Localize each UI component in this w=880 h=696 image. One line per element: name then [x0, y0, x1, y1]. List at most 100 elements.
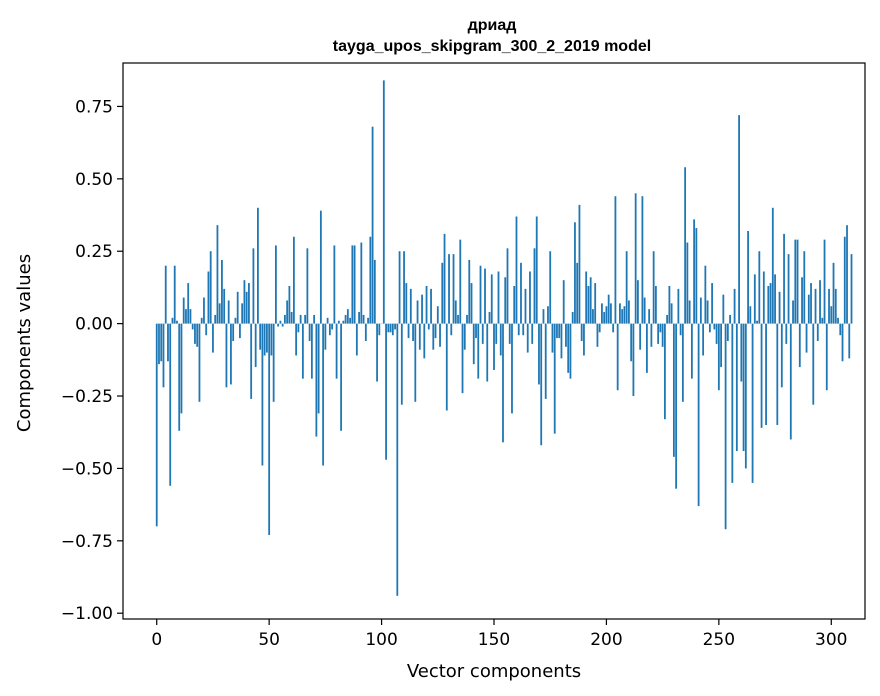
bar-205 [616, 323, 619, 391]
y-axis: −1.00 −0.75 −0.50 −0.25 0.00 0.25 0.50 0.75 [61, 97, 123, 624]
bar-81 [337, 320, 340, 324]
bar-71 [315, 323, 318, 437]
bar-302 [834, 288, 837, 324]
bar-35 [234, 317, 237, 324]
bar-297 [823, 239, 826, 324]
bar-85 [346, 309, 349, 324]
bar-216 [641, 196, 644, 324]
bar-214 [637, 280, 639, 324]
bar-46 [259, 323, 262, 350]
bar-134 [457, 314, 459, 324]
bar-42 [250, 323, 253, 399]
bar-141 [472, 323, 475, 365]
bar-133 [454, 300, 457, 324]
bar-111 [405, 283, 408, 324]
bar-159 [513, 285, 516, 324]
bar-206 [619, 303, 621, 324]
bar-36 [236, 291, 239, 324]
bar-230 [672, 323, 675, 457]
bar-278 [780, 323, 783, 388]
bar-58 [286, 300, 289, 324]
bar-130 [448, 254, 450, 324]
bar-113 [409, 288, 412, 324]
bar-301 [832, 262, 835, 324]
bar-34 [232, 323, 235, 341]
bar-7 [171, 317, 174, 324]
bar-178 [556, 323, 558, 339]
bar-64 [299, 314, 302, 324]
bar-19 [198, 323, 201, 402]
bar-150 [493, 323, 495, 370]
bar-50 [268, 323, 271, 536]
bar-199 [603, 312, 606, 324]
bar-237 [688, 300, 691, 324]
bar-248 [713, 323, 716, 330]
bar-69 [310, 323, 313, 379]
bar-118 [421, 294, 423, 324]
bar-104 [389, 323, 392, 333]
bar-18 [196, 323, 199, 347]
bar-144 [479, 265, 482, 324]
bar-277 [778, 291, 781, 324]
bar-188 [578, 204, 581, 324]
bar-254 [726, 323, 729, 341]
bar-229 [670, 303, 673, 324]
bar-63 [297, 323, 300, 333]
bars-group [155, 80, 853, 596]
bar-282 [789, 323, 792, 440]
bar-293 [814, 288, 817, 324]
bar-276 [776, 323, 779, 425]
bar-217 [643, 297, 646, 324]
bar-151 [495, 323, 498, 344]
bar-261 [742, 323, 745, 452]
bar-279 [783, 233, 785, 324]
bar-72 [317, 323, 320, 414]
bar-70 [313, 314, 316, 324]
bar-219 [648, 309, 651, 324]
bar-212 [632, 323, 635, 397]
bar-107 [396, 323, 399, 596]
bar-148 [488, 312, 491, 324]
bar-25 [212, 323, 214, 353]
bar-24 [209, 251, 212, 324]
bar-62 [295, 323, 298, 356]
bar-244 [704, 265, 707, 324]
bar-40 [245, 291, 248, 324]
bar-223 [657, 323, 660, 344]
bar-271 [765, 323, 767, 425]
x-axis-label: Vector components [407, 661, 581, 682]
bar-23 [207, 271, 210, 324]
bar-167 [531, 323, 534, 344]
bar-184 [569, 323, 572, 379]
bar-172 [542, 309, 545, 324]
bar-195 [594, 283, 597, 324]
bar-103 [387, 323, 390, 333]
bar-29 [221, 259, 223, 324]
bar-45 [257, 207, 259, 324]
bar-116 [416, 300, 419, 324]
bar-283 [792, 300, 794, 324]
bar-126 [439, 323, 441, 347]
bar-161 [517, 323, 520, 336]
bar-246 [708, 323, 711, 333]
bar-182 [565, 323, 567, 347]
bar-22 [205, 323, 208, 336]
bar-122 [430, 288, 432, 324]
bar-49 [266, 323, 268, 353]
bar-200 [605, 306, 608, 324]
bar-37 [239, 323, 241, 339]
bar-180 [560, 323, 563, 359]
bar-166 [529, 271, 531, 324]
bar-186 [574, 222, 576, 324]
bar-125 [436, 306, 439, 324]
bar-48 [263, 323, 266, 356]
bar-146 [484, 268, 486, 324]
x-tick-label: 50 [258, 630, 280, 650]
bar-268 [758, 251, 761, 324]
bar-129 [445, 323, 448, 411]
bar-185 [571, 312, 574, 324]
bar-267 [756, 320, 758, 324]
bar-264 [749, 306, 752, 324]
bar-286 [798, 323, 801, 368]
